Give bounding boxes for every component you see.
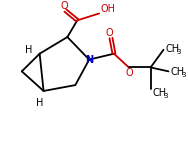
Text: 3: 3: [164, 93, 168, 99]
Text: CH: CH: [170, 67, 185, 77]
Text: O: O: [61, 1, 68, 11]
Text: N: N: [85, 55, 93, 65]
Text: CH: CH: [165, 44, 180, 54]
Text: H: H: [36, 98, 43, 108]
Text: CH: CH: [153, 88, 167, 98]
Text: H: H: [25, 45, 32, 55]
Text: OH: OH: [101, 4, 115, 14]
Text: O: O: [126, 68, 134, 78]
Text: 3: 3: [176, 49, 181, 55]
Text: 3: 3: [181, 72, 186, 78]
Text: O: O: [105, 28, 113, 38]
